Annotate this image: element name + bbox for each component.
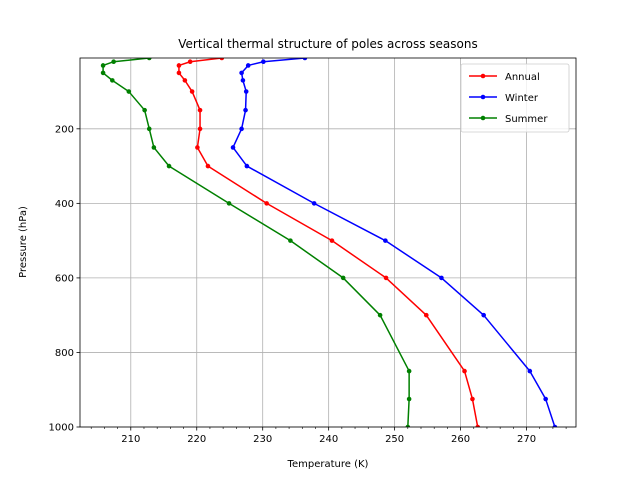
x-tick-label: 240	[319, 434, 338, 445]
y-tick-label: 200	[55, 124, 74, 135]
series-layer	[100, 58, 558, 427]
data-point	[176, 63, 182, 68]
x-tick-label: 230	[253, 434, 272, 445]
legend-label-summer: Summer	[505, 114, 548, 125]
data-point	[243, 107, 248, 113]
data-point	[383, 238, 388, 243]
series-winter	[230, 58, 558, 427]
data-point	[111, 59, 116, 65]
data-point	[197, 107, 203, 113]
data-point	[329, 238, 335, 243]
data-point	[527, 368, 533, 374]
data-point	[197, 126, 203, 132]
legend-label-winter: Winter	[505, 93, 539, 104]
data-point	[244, 163, 250, 169]
legend-box	[460, 63, 570, 133]
legend-marker-summer	[480, 115, 486, 121]
data-point	[110, 78, 115, 83]
legend: Annual Winter Summer	[460, 63, 570, 133]
data-point	[302, 58, 308, 61]
y-tick-label: 800	[55, 348, 74, 359]
y-tick-label: 1000	[49, 423, 74, 434]
x-tick-label: 260	[451, 434, 470, 445]
grid	[80, 58, 576, 428]
y-axis-label: Pressure (hPa)	[18, 206, 29, 278]
data-point	[481, 312, 486, 318]
x-tick-label: 270	[517, 434, 536, 445]
data-point	[288, 238, 293, 243]
x-tick-label: 220	[187, 434, 206, 445]
data-point	[552, 424, 558, 427]
legend-marker-winter	[480, 94, 486, 100]
data-point	[243, 89, 249, 94]
data-point	[405, 424, 411, 427]
chart-title: Vertical thermal structure of poles acro…	[178, 37, 477, 51]
data-point	[142, 107, 147, 113]
data-point	[311, 201, 317, 206]
data-point	[182, 78, 188, 83]
data-point	[151, 145, 157, 150]
x-tick-label: 250	[385, 434, 404, 445]
data-point	[462, 368, 467, 374]
x-tick-label: 210	[121, 434, 140, 445]
data-point	[406, 368, 412, 374]
data-point	[239, 70, 244, 76]
data-point	[195, 145, 200, 150]
data-point	[100, 70, 106, 76]
data-point	[189, 89, 195, 94]
data-point	[146, 58, 152, 61]
x-axis-ticks: 210 220 230 240 250 260 270	[90, 427, 567, 445]
data-point	[543, 396, 548, 402]
plot-frame	[79, 57, 577, 428]
data-point	[377, 312, 383, 318]
data-point	[126, 89, 132, 94]
data-point	[219, 58, 225, 61]
legend-label-annual: Annual	[505, 72, 540, 83]
data-point	[475, 424, 481, 427]
data-point	[383, 275, 389, 281]
data-point	[423, 312, 429, 318]
data-point	[187, 59, 193, 65]
data-point	[261, 59, 266, 65]
data-point	[245, 63, 251, 68]
data-point	[166, 163, 172, 169]
legend-marker-annual	[480, 73, 486, 79]
data-point	[240, 78, 246, 83]
y-tick-label: 600	[55, 273, 74, 284]
data-point	[239, 126, 244, 132]
data-point	[226, 201, 232, 206]
data-point	[340, 275, 346, 281]
data-point	[205, 163, 211, 169]
y-tick-label: 400	[55, 199, 74, 210]
data-point	[470, 396, 475, 402]
data-point	[406, 396, 412, 402]
data-point	[439, 275, 444, 281]
data-point	[100, 63, 106, 68]
data-point	[176, 70, 182, 76]
series-annual	[176, 58, 481, 427]
data-point	[146, 126, 152, 132]
data-point	[230, 145, 236, 150]
x-axis-label: Temperature (K)	[287, 459, 369, 470]
y-axis-ticks: 200 400 600 800 1000	[49, 124, 80, 434]
series-summer	[100, 58, 412, 427]
data-point	[264, 201, 269, 206]
